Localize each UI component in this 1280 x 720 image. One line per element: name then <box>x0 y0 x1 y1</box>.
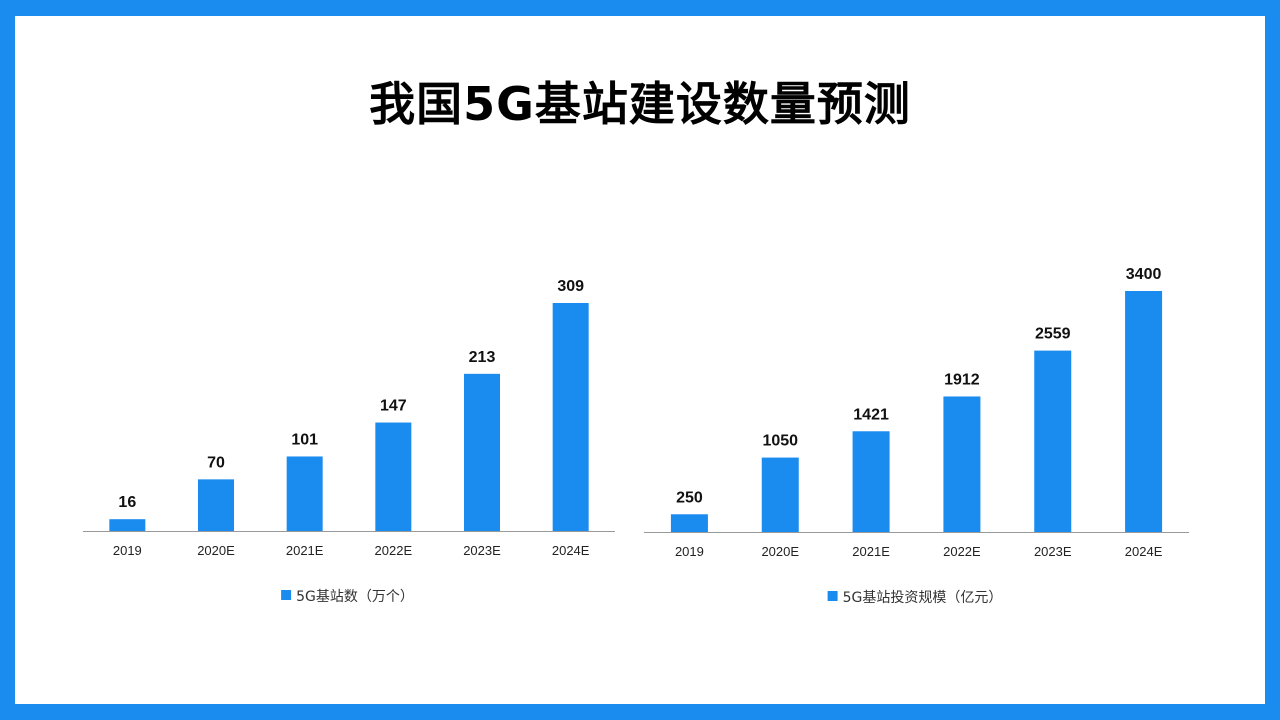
bar-2019 <box>670 514 708 532</box>
bar-2021E <box>852 431 890 532</box>
data-label-2021E: 101 <box>291 431 318 448</box>
data-label-2022E: 1912 <box>944 371 980 388</box>
data-label-2021E: 1421 <box>853 406 889 423</box>
x-tick-label-2022E: 2022E <box>943 544 981 559</box>
legend: 5G基站数（万个） <box>281 588 414 605</box>
x-tick-label-2020E: 2020E <box>197 543 235 558</box>
data-label-2022E: 147 <box>380 398 407 415</box>
data-label-2020E: 70 <box>207 454 225 471</box>
data-label-2024E: 309 <box>557 278 584 295</box>
x-tick-label-2024E: 2024E <box>552 543 590 558</box>
x-tick-label-2023E: 2023E <box>463 543 501 558</box>
data-label-2023E: 2559 <box>1035 326 1071 343</box>
legend-label: 5G基站投资规模（亿元） <box>843 589 1003 606</box>
bar-2022E <box>943 396 981 532</box>
x-tick-label-2022E: 2022E <box>375 543 413 558</box>
x-tick-label-2019: 2019 <box>113 543 142 558</box>
bar-2023E <box>464 373 500 531</box>
data-label-2019: 16 <box>118 494 136 511</box>
bar-2023E <box>1034 350 1072 532</box>
bar-2020E <box>198 479 234 531</box>
legend-swatch <box>827 591 838 601</box>
x-tick-label-2021E: 2021E <box>286 543 324 558</box>
data-label-2023E: 213 <box>469 349 496 366</box>
x-tick-label-2024E: 2024E <box>1125 544 1163 559</box>
bar-2022E <box>375 422 412 531</box>
legend-label: 5G基站数（万个） <box>296 588 414 605</box>
bar-2020E <box>761 457 799 532</box>
legend: 5G基站投资规模（亿元） <box>827 589 1003 606</box>
x-tick-label-2019: 2019 <box>675 544 704 559</box>
page-title: 我国5G基站建设数量预测 <box>369 77 911 131</box>
bar-2024E <box>1125 291 1163 532</box>
legend-swatch <box>281 590 292 600</box>
bar-2019 <box>109 519 146 531</box>
x-tick-label-2020E: 2020E <box>761 544 799 559</box>
chart-base-station-count: 16 2019 70 2020E 101 2021E 147 2022E 213 2023E 309… <box>83 278 615 605</box>
data-label-2024E: 3400 <box>1126 266 1162 283</box>
x-tick-label-2021E: 2021E <box>852 544 890 559</box>
x-tick-label-2023E: 2023E <box>1034 544 1072 559</box>
bar-2021E <box>286 456 323 531</box>
data-label-2020E: 1050 <box>762 433 798 450</box>
data-label-2019: 250 <box>676 489 703 506</box>
bar-2024E <box>552 303 589 531</box>
